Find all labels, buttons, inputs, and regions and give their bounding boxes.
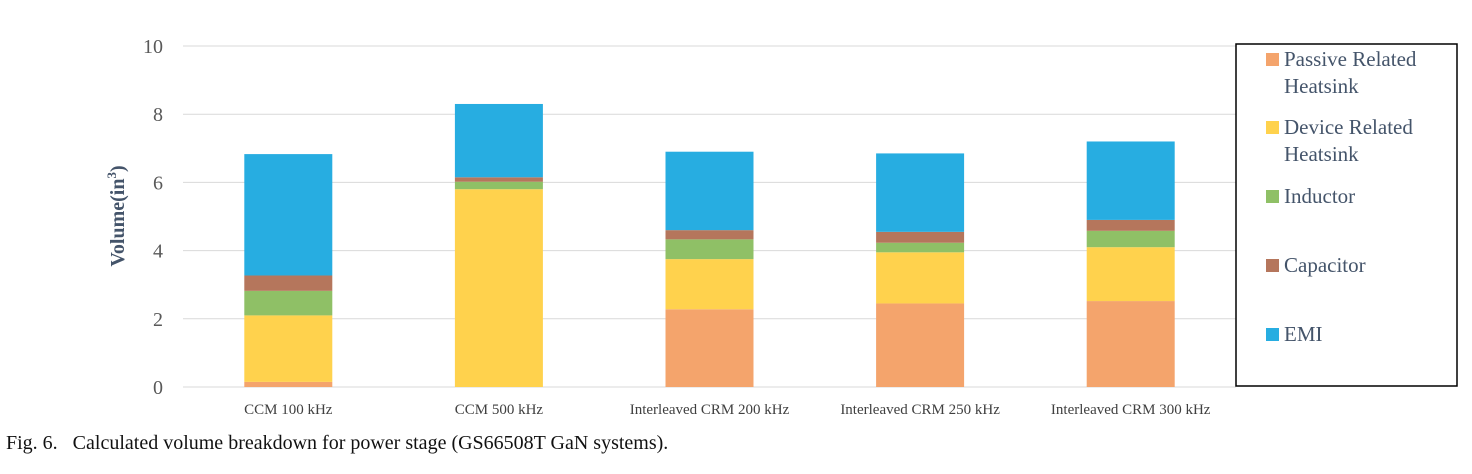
bar-segment: [1086, 141, 1175, 220]
bar-segment: [1086, 247, 1175, 302]
legend-swatch: [1266, 190, 1279, 203]
bar-segment: [244, 290, 333, 316]
legend-swatch: [1266, 259, 1279, 272]
bar-segment: [665, 309, 754, 387]
bar-segment: [244, 275, 333, 291]
x-category-label: Interleaved CRM 300 kHz: [1051, 402, 1211, 418]
y-axis-label: Volume(in3): [104, 165, 129, 266]
bar-segment: [876, 153, 965, 232]
bar-segment: [1086, 219, 1175, 231]
legend-swatch: [1266, 53, 1279, 66]
bar-segment: [876, 252, 965, 304]
legend-swatch: [1266, 121, 1279, 134]
bar-segment: [665, 239, 754, 260]
y-tick-label: 8: [153, 104, 163, 126]
y-tick-label: 6: [153, 172, 163, 194]
legend-label: EMI: [1284, 322, 1323, 346]
bar-segment: [665, 259, 754, 310]
bar-segment: [244, 154, 333, 276]
legend-label: Passive Related Heatsink: [1284, 47, 1417, 98]
bar-segment: [1086, 230, 1175, 248]
bar-segment: [1086, 301, 1175, 387]
bar-segment: [454, 181, 543, 190]
bar-segment: [244, 315, 333, 382]
bars: [244, 103, 1175, 387]
bar-segment: [665, 151, 754, 231]
y-tick-label: 2: [153, 309, 163, 331]
bar-segment: [454, 103, 543, 178]
figure-caption: Fig. 6. Calculated volume breakdown for …: [6, 432, 669, 454]
y-axis-ticks: 0 2 4 6 8 10: [143, 36, 163, 399]
legend-label: Device Related Heatsink: [1284, 115, 1413, 166]
bar-segment: [454, 177, 543, 182]
bar-segment: [876, 242, 965, 253]
y-axis-label-superscript: 3: [104, 172, 119, 179]
x-category-label: CCM 100 kHz: [244, 402, 333, 418]
legend-label: Inductor: [1284, 184, 1355, 208]
legend-swatch: [1266, 328, 1279, 341]
chart: 0 2 4 6 8 10 CCM 100 kHz CCM 500 kHz Interleave…: [104, 36, 1458, 418]
legend-label: Capacitor: [1284, 253, 1366, 277]
x-axis-categories: CCM 100 kHz CCM 500 kHz Interleaved CRM 20…: [244, 402, 1211, 418]
x-category-label: Interleaved CRM 250 kHz: [840, 402, 1000, 418]
y-tick-label: 0: [153, 377, 163, 399]
bar-segment: [454, 189, 543, 387]
bar-segment: [665, 230, 754, 240]
bar-segment: [244, 381, 333, 387]
x-category-label: CCM 500 kHz: [455, 402, 544, 418]
x-category-label: Interleaved CRM 200 kHz: [630, 402, 790, 418]
bar-segment: [876, 303, 965, 387]
bar-segment: [876, 231, 965, 243]
y-tick-label: 10: [143, 36, 163, 58]
legend: Passive Related Heatsink Device Related Hea…: [1235, 43, 1458, 387]
y-tick-label: 4: [153, 241, 163, 263]
